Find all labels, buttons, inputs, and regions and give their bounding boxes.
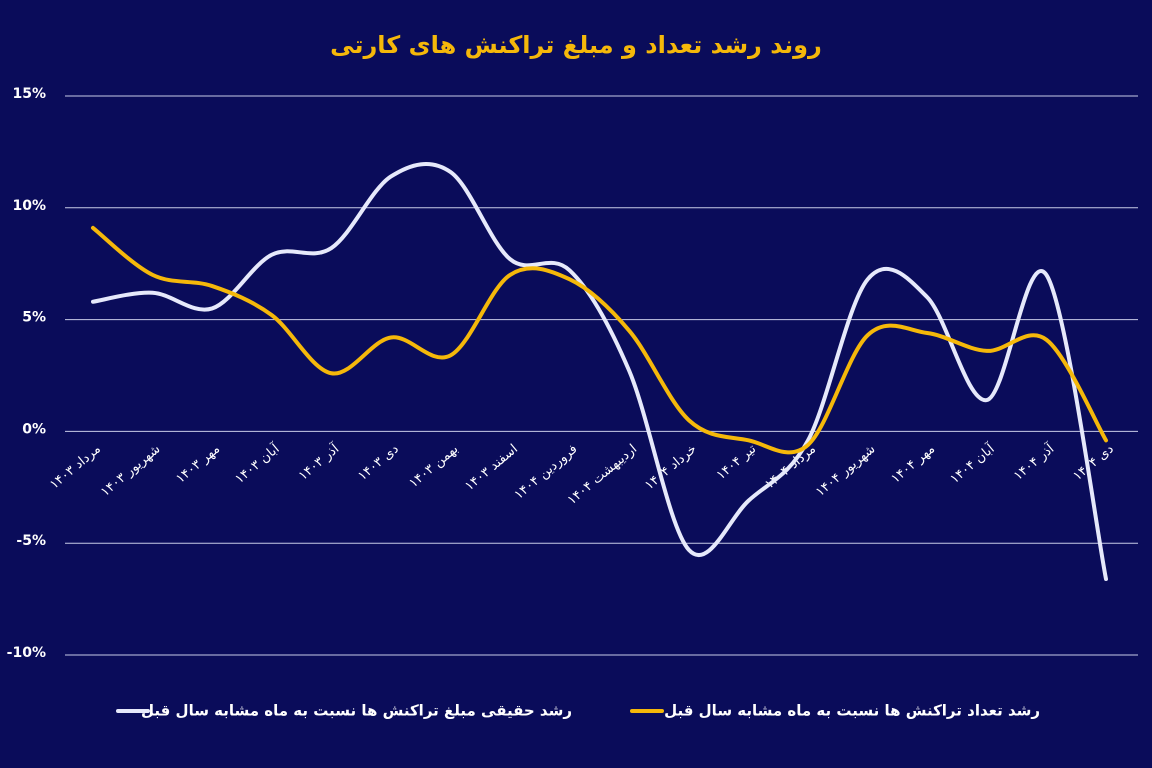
y-tick-label: 0% xyxy=(22,421,46,437)
legend-label: رشد تعداد تراکنش ها نسبت به ماه مشابه سا… xyxy=(664,702,1040,720)
y-tick-label: 15% xyxy=(12,86,46,102)
y-tick-label: -10% xyxy=(7,645,46,661)
legend-label: رشد حقیقی مبلغ تراکنش ها نسبت به ماه مشا… xyxy=(141,702,572,720)
series-line xyxy=(91,162,1108,581)
y-tick-label: 10% xyxy=(12,198,46,214)
series-line xyxy=(91,225,1108,455)
y-tick-label: 5% xyxy=(22,310,46,326)
y-tick-label: -5% xyxy=(16,533,46,549)
chart-title: روند رشد تعداد و مبلغ تراکنش های کارتی xyxy=(330,31,822,59)
